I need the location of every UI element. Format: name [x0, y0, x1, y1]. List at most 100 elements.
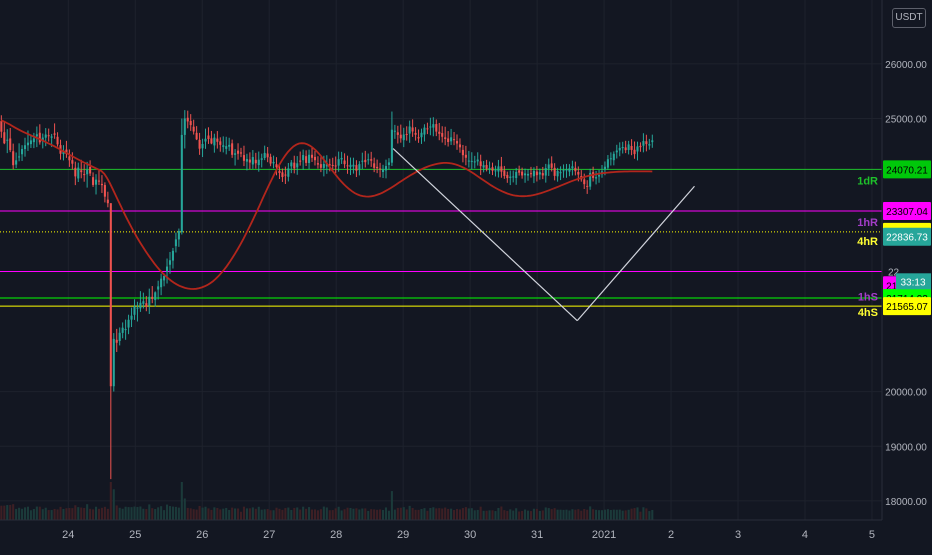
candle-body — [479, 161, 482, 167]
price-box: 22836.73 — [883, 227, 931, 246]
candle — [589, 168, 592, 190]
candle-body — [642, 141, 645, 146]
y-tick-label: 20000.00 — [885, 388, 927, 399]
candle — [44, 128, 47, 147]
candle-body — [231, 143, 234, 155]
candle-body — [302, 155, 305, 161]
volume-bar — [225, 507, 228, 520]
countdown-label: 33:13 — [900, 277, 925, 288]
candle — [195, 126, 198, 141]
candle-body — [500, 166, 503, 172]
candle — [642, 133, 645, 153]
candle — [237, 143, 240, 160]
currency-button[interactable]: USDT — [892, 8, 926, 28]
candle-body — [219, 141, 222, 145]
candle — [450, 128, 453, 145]
volume-bar — [600, 510, 604, 520]
candle — [136, 301, 139, 322]
candle-body — [290, 162, 293, 167]
x-tick-label: 3 — [735, 529, 741, 541]
volume-bar — [597, 510, 601, 520]
candle — [615, 144, 618, 159]
candle-body — [174, 239, 177, 247]
candle-body — [441, 133, 444, 137]
candle-body — [621, 146, 624, 149]
volume-bar — [62, 509, 65, 520]
candle-body — [544, 168, 547, 176]
candle — [189, 114, 192, 131]
y-tick-label: 22 — [888, 267, 900, 278]
candle — [47, 128, 50, 142]
candle — [121, 322, 124, 339]
candle — [86, 161, 89, 188]
candle-body — [192, 126, 195, 132]
volume-bar — [405, 509, 408, 520]
candle — [106, 191, 109, 208]
candle-body — [275, 164, 278, 168]
volume-bar — [337, 506, 340, 520]
candle — [349, 157, 352, 176]
candle-body — [35, 134, 38, 137]
candle — [32, 132, 35, 149]
candle — [426, 122, 429, 135]
volume-bar — [358, 509, 361, 520]
candle — [299, 151, 302, 166]
candle-body — [269, 156, 272, 164]
volume-bar — [615, 509, 618, 520]
candle-body — [361, 160, 364, 162]
x-tick-label: 31 — [531, 529, 543, 541]
volume-bar — [142, 508, 145, 520]
candle — [645, 134, 648, 152]
volume-bar — [100, 507, 103, 520]
candle — [503, 165, 506, 179]
volume-bar — [148, 504, 151, 520]
candle-body — [56, 136, 59, 145]
trendline[interactable] — [576, 185, 695, 322]
candle — [308, 149, 311, 170]
candle — [482, 160, 485, 173]
candle-body — [337, 159, 340, 166]
candle — [609, 152, 612, 166]
candle-body — [263, 152, 266, 159]
candle-body — [562, 170, 565, 172]
candle — [515, 167, 518, 185]
candle — [228, 137, 231, 151]
level-label: 4hS — [858, 307, 878, 319]
trendline[interactable] — [392, 148, 578, 322]
volume-bar — [595, 509, 598, 520]
candle-body — [293, 162, 296, 169]
price-boxes: 24070.2123307.0422925.2422836.732221946.… — [883, 160, 931, 316]
candle-body — [177, 231, 180, 240]
candle — [512, 170, 515, 183]
candle-body — [204, 138, 207, 142]
candle — [109, 203, 112, 480]
x-tick-label: 4 — [802, 529, 808, 541]
candle-body — [160, 278, 163, 288]
volume-bar — [568, 510, 571, 520]
candle — [80, 159, 83, 179]
volume-bar — [612, 509, 615, 520]
candle — [148, 288, 151, 314]
candle-body — [74, 167, 77, 177]
level-label: 1hS — [858, 291, 878, 303]
volume-bar — [41, 509, 44, 520]
volume-bar — [464, 507, 467, 520]
candle-body — [571, 166, 574, 169]
volume-bar — [284, 508, 287, 520]
candle — [648, 138, 651, 150]
candle — [219, 137, 222, 152]
candle — [319, 157, 322, 173]
candle — [334, 156, 337, 174]
candle-body — [568, 168, 571, 172]
candle — [245, 153, 248, 171]
candle — [115, 328, 118, 352]
candle — [281, 168, 284, 182]
x-tick-label: 29 — [397, 529, 409, 541]
candle-body — [420, 132, 423, 138]
volume-bar — [322, 506, 325, 520]
volume-bar — [423, 508, 426, 520]
trendlines — [392, 148, 695, 322]
candle-body — [109, 203, 112, 387]
